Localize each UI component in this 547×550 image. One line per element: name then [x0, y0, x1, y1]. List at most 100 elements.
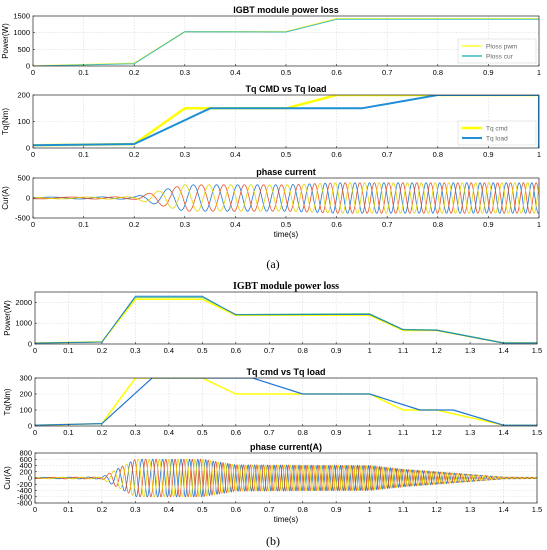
chart-b-phase-current: 0 0.1 0.2 0.3 0.4 0.5 0.6 0.7 0.8 0.9 1 1.1 1.2 1.3 1.…	[3, 442, 542, 524]
x-tick-label: 0.3	[130, 346, 140, 355]
y-axis-label: Power(W)	[3, 300, 12, 336]
x-tick-label: 1	[537, 220, 541, 229]
legend-label: Ploss cur	[486, 54, 514, 61]
chart-title: IGBT module power loss	[233, 281, 339, 292]
x-tick-label: 0.7	[264, 428, 274, 437]
series-line-ploss-cur	[33, 18, 539, 66]
x-tick-label: 0.8	[298, 505, 308, 514]
x-tick-label: 1	[537, 68, 541, 77]
y-axis-label: Power(W)	[1, 23, 10, 59]
x-tick-label: 0.6	[231, 346, 241, 355]
x-tick-label: 0.1	[63, 346, 73, 355]
x-tick-label: 0.9	[483, 68, 493, 77]
x-tick-label: 0.4	[164, 505, 174, 514]
x-tick-label: 1.5	[532, 428, 542, 437]
y-tick-label: 1000	[15, 319, 32, 328]
phase-current-line-2	[33, 182, 539, 214]
x-tick-label: 1.4	[498, 346, 508, 355]
x-tick-label: 0	[33, 346, 37, 355]
y-tick-label: 0	[28, 422, 32, 431]
y-tick-label: -600	[17, 492, 32, 501]
x-tick-label: 1.3	[465, 505, 475, 514]
x-axis-label: time(s)	[274, 515, 299, 524]
x-tick-label: 1	[368, 346, 372, 355]
x-tick-label: 0	[31, 68, 35, 77]
x-tick-label: 0.6	[331, 68, 341, 77]
x-tick-label: 0.6	[331, 150, 341, 159]
x-tick-label: 1.5	[532, 346, 542, 355]
x-tick-label: 1.4	[498, 428, 508, 437]
x-tick-label: 1.3	[465, 346, 475, 355]
x-tick-label: 0.1	[78, 220, 88, 229]
y-tick-label: -500	[15, 214, 30, 223]
legend-label: Tq load	[486, 136, 508, 143]
x-tick-label: 0.5	[281, 220, 291, 229]
x-tick-label: 0.7	[382, 220, 392, 229]
x-tick-label: 1.4	[498, 505, 508, 514]
x-tick-label: 0.8	[433, 220, 443, 229]
legend-label: Ploss pwm	[486, 44, 517, 51]
x-tick-label: 0.5	[197, 346, 207, 355]
x-tick-label: 0.7	[264, 505, 274, 514]
phase-current-line-3	[35, 458, 537, 498]
x-tick-label: 0.9	[331, 346, 341, 355]
legend: Ploss pwm Ploss cur	[457, 38, 537, 64]
x-tick-label: 0.9	[331, 428, 341, 437]
x-tick-label: 0.9	[483, 220, 493, 229]
y-tick-label: -200	[17, 480, 32, 489]
y-tick-label: 100	[17, 117, 30, 126]
x-tick-label: 0.9	[483, 150, 493, 159]
x-tick-label: 0.4	[230, 150, 240, 159]
axes-frame	[34, 377, 538, 427]
x-tick-label: 1.2	[431, 505, 441, 514]
x-tick-label: 0.6	[331, 220, 341, 229]
x-tick-label: 0.1	[78, 68, 88, 77]
y-tick-label: 0	[26, 194, 30, 203]
y-tick-label: 0	[28, 474, 32, 483]
x-tick-label: 0.5	[281, 150, 291, 159]
legend-label: Tq cmd	[486, 126, 508, 133]
x-tick-label: 0	[31, 220, 35, 229]
x-tick-label: 0.3	[180, 220, 190, 229]
x-tick-label: 0.2	[97, 428, 107, 437]
x-tick-label: 0.7	[382, 68, 392, 77]
x-tick-label: 1.5	[532, 505, 542, 514]
chart-b-torque: 0 0.1 0.2 0.3 0.4 0.5 0.6 0.7 0.8 0.9 1 1.1 1.2 1.3 1.…	[3, 367, 542, 437]
x-tick-label: 0.4	[164, 346, 174, 355]
chart-title: phase current(A)	[250, 442, 322, 452]
y-tick-label: 200	[19, 390, 32, 399]
y-axis-label: Tq(Nm)	[3, 388, 12, 415]
x-tick-label: 1	[368, 505, 372, 514]
chart-title: Tq cmd vs Tq load	[246, 367, 325, 377]
y-axis-label: Tq(Nm)	[1, 108, 10, 135]
y-tick-label: 1000	[13, 28, 30, 37]
x-tick-label: 1.1	[398, 428, 408, 437]
x-tick-label: 0.2	[97, 346, 107, 355]
x-tick-label: 0.2	[97, 505, 107, 514]
chart-title: IGBT module power loss	[233, 5, 339, 15]
x-tick-label: 1	[368, 428, 372, 437]
x-tick-label: 0.9	[331, 505, 341, 514]
y-tick-label: 300	[19, 374, 32, 383]
y-tick-label: 200	[19, 467, 32, 476]
chart-b-power-loss: 0 0.1 0.2 0.3 0.4 0.5 0.6 0.7 0.8 0.9 1 1.1 1.2 1.3 1.…	[3, 281, 542, 355]
x-tick-label: 0.4	[230, 220, 240, 229]
x-tick-label: 0.5	[197, 505, 207, 514]
x-tick-label: 0.1	[63, 505, 73, 514]
y-tick-label: 200	[17, 91, 30, 100]
x-tick-label: 0	[33, 428, 37, 437]
y-tick-label: 500	[17, 45, 30, 54]
series-line-tq-load	[33, 95, 539, 148]
x-tick-label: 0.3	[180, 68, 190, 77]
x-tick-label: 1.2	[431, 346, 441, 355]
x-tick-label: 1.1	[398, 346, 408, 355]
chart-title: Tq CMD vs Tq load	[246, 84, 327, 94]
y-tick-label: 1500	[13, 12, 30, 21]
y-tick-label: 400	[19, 461, 32, 470]
x-tick-label: 0.2	[129, 220, 139, 229]
plot-area	[35, 292, 537, 344]
y-tick-label: -400	[17, 486, 32, 495]
axes-frame	[34, 291, 538, 345]
x-tick-label: 0.7	[264, 346, 274, 355]
y-tick-label: 100	[19, 406, 32, 415]
